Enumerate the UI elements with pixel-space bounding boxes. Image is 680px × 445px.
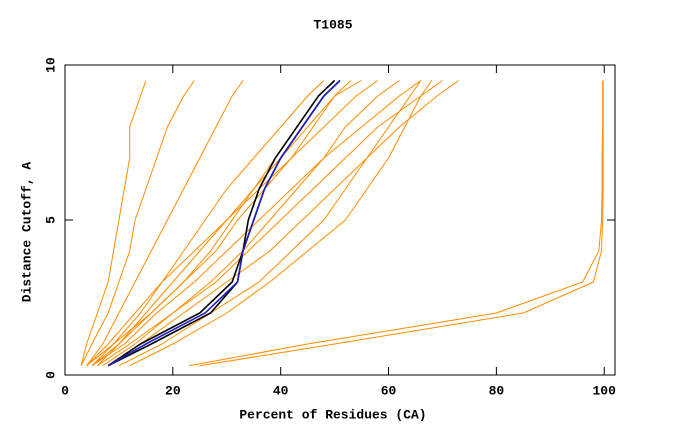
x-tick-label: 60 bbox=[381, 383, 397, 398]
data-line bbox=[129, 80, 433, 367]
data-line bbox=[102, 80, 400, 367]
x-tick-label: 20 bbox=[165, 383, 181, 398]
y-tick-label: 0 bbox=[43, 371, 58, 379]
data-line bbox=[107, 79, 336, 367]
data-line bbox=[91, 80, 362, 367]
data-line bbox=[118, 80, 422, 367]
data-line bbox=[91, 80, 422, 367]
chart-title: T1085 bbox=[313, 17, 352, 32]
x-tick-label: 100 bbox=[593, 383, 617, 398]
data-line bbox=[188, 80, 604, 367]
y-tick-label: 10 bbox=[43, 57, 58, 73]
data-line bbox=[86, 80, 379, 367]
data-line bbox=[91, 80, 325, 367]
y-axis-label: Distance Cutoff, A bbox=[19, 162, 34, 303]
y-tick-label: 5 bbox=[43, 216, 58, 224]
data-line bbox=[97, 80, 443, 367]
data-line bbox=[80, 80, 195, 366]
x-tick-label: 0 bbox=[61, 383, 69, 398]
x-tick-label: 40 bbox=[273, 383, 289, 398]
data-line bbox=[86, 80, 244, 366]
x-axis-label: Percent of Residues (CA) bbox=[239, 407, 426, 422]
data-line bbox=[86, 80, 335, 367]
data-line bbox=[80, 80, 147, 366]
data-line bbox=[199, 80, 604, 367]
data-line bbox=[107, 79, 341, 367]
x-tick-label: 80 bbox=[489, 383, 505, 398]
data-line bbox=[107, 80, 459, 367]
